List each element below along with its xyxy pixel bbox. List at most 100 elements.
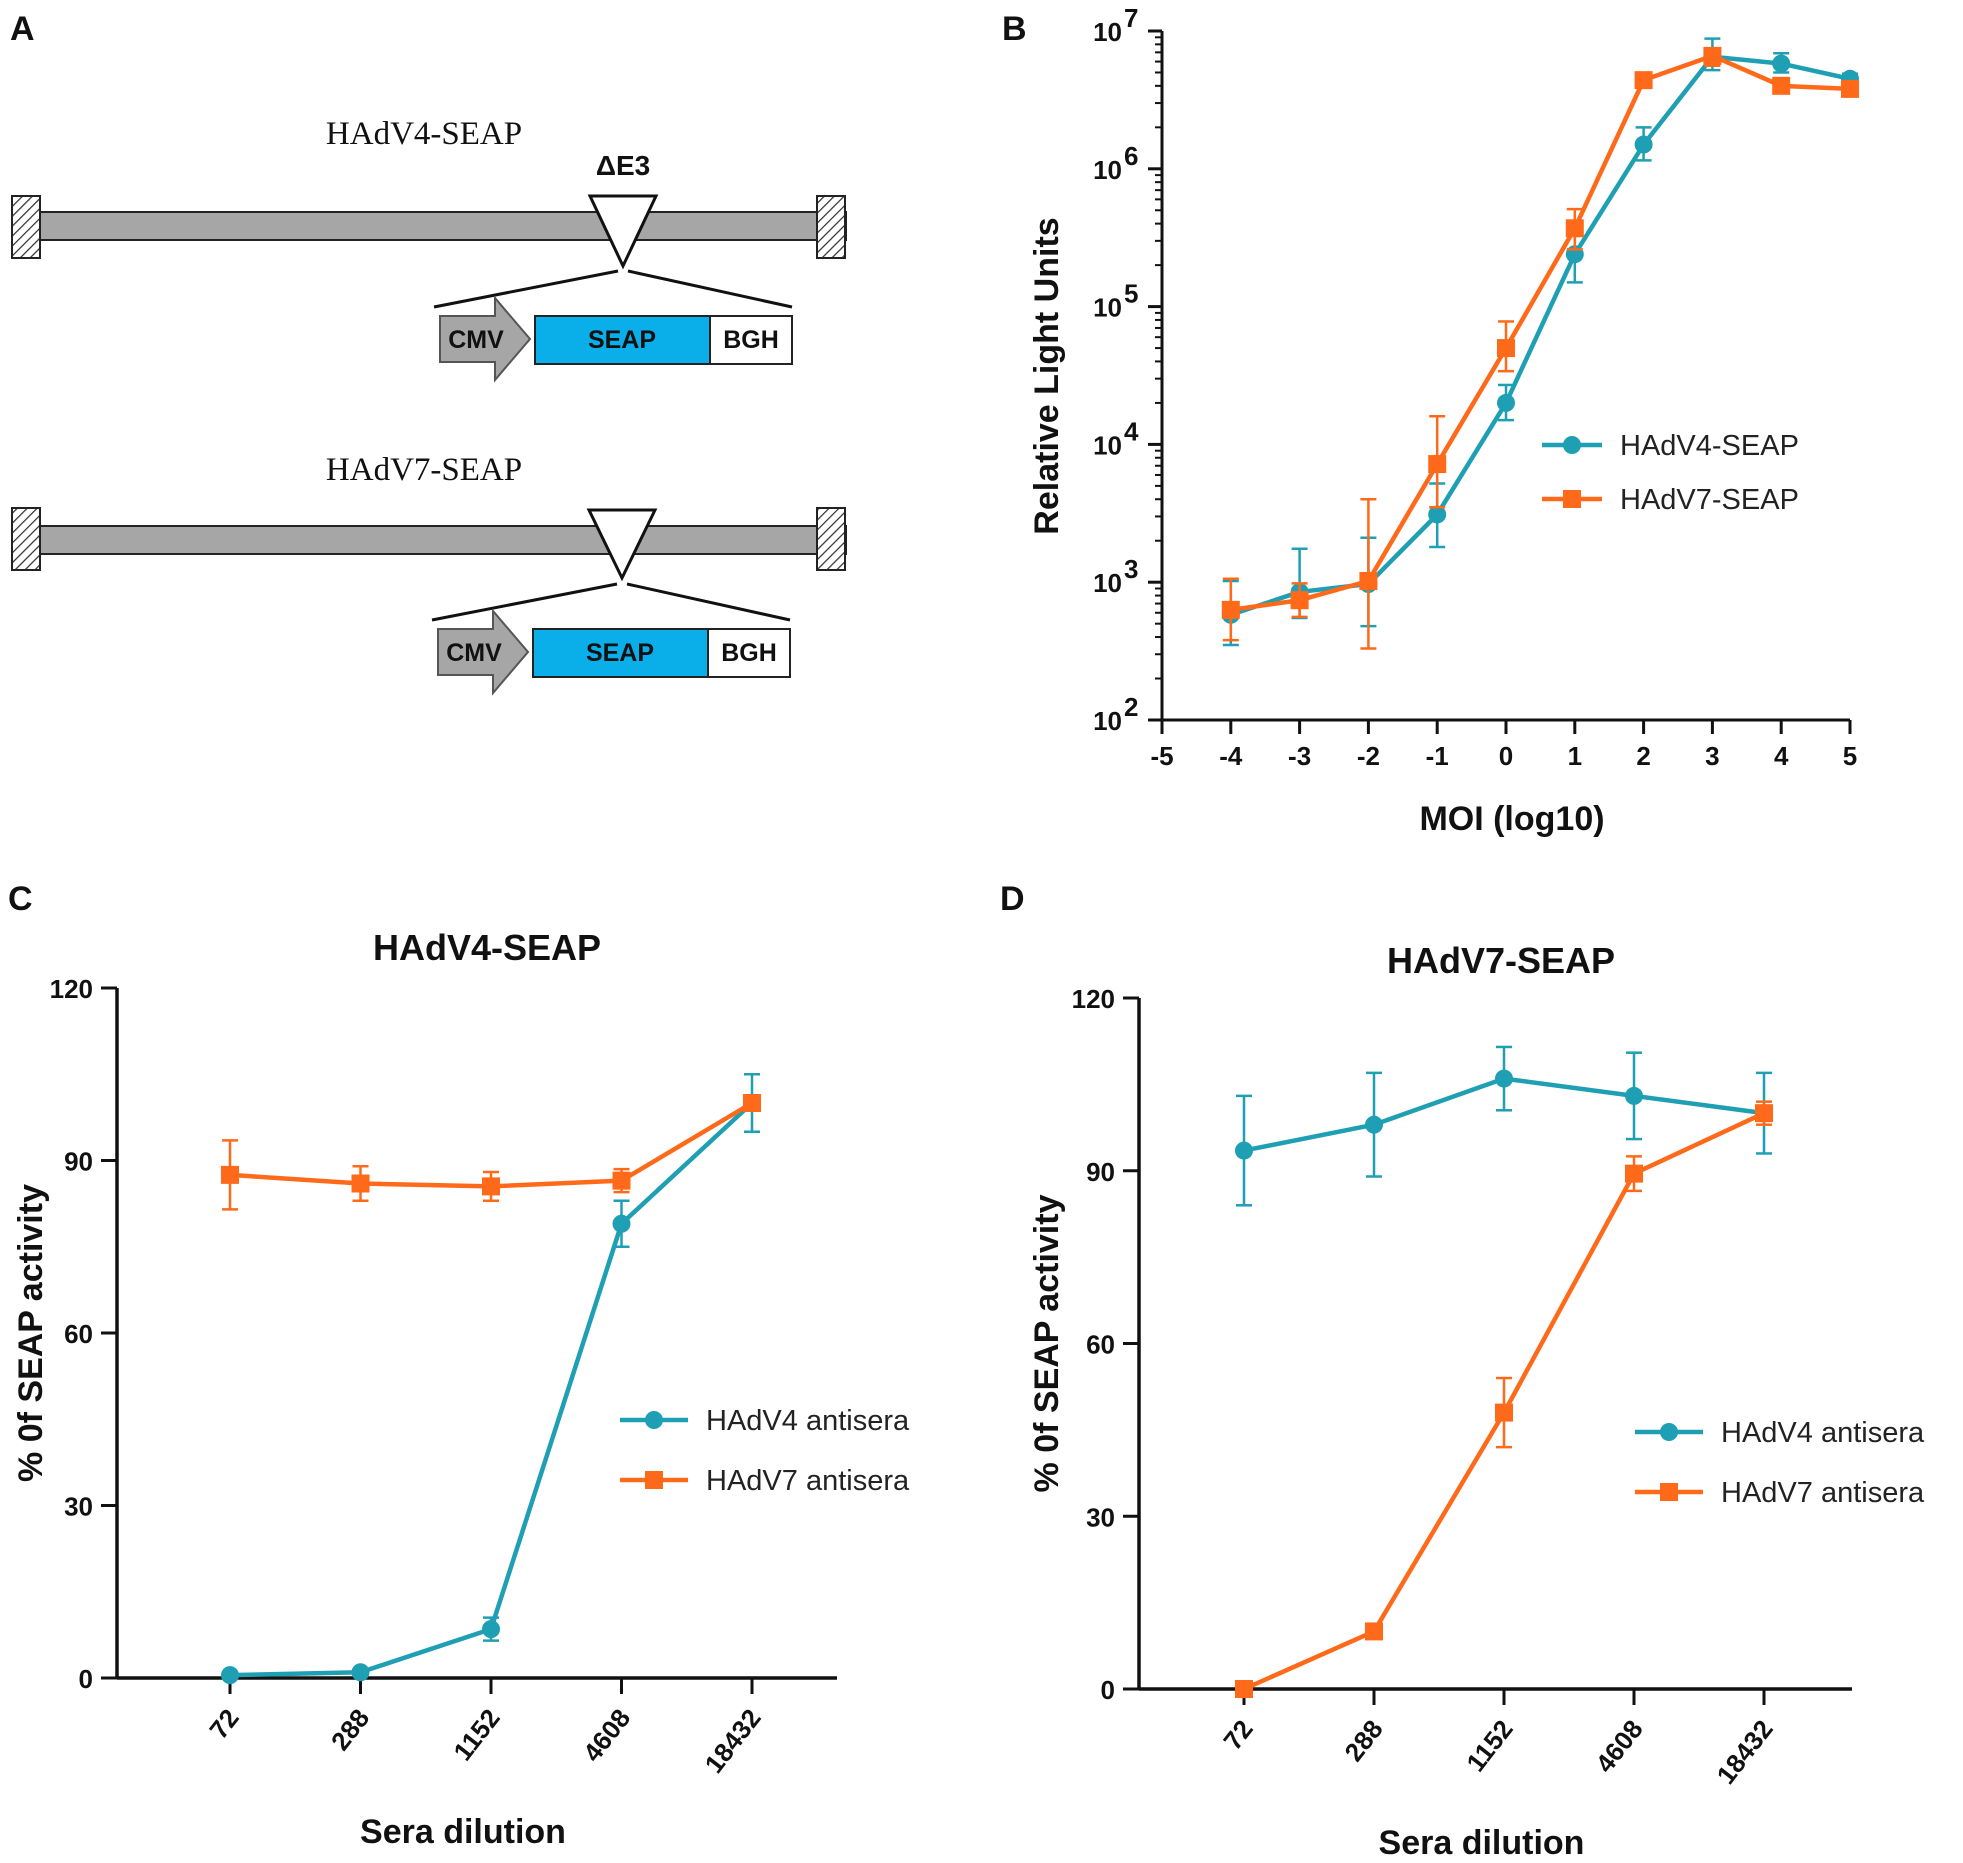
x-tick-label: 1 xyxy=(1568,741,1582,771)
series-hadv7-antisera xyxy=(221,1094,761,1211)
construct-title-hadv4: HAdV4-SEAP xyxy=(326,116,522,152)
genome-backbone xyxy=(35,525,847,555)
data-point xyxy=(1290,591,1309,610)
chart-title: HAdV4-SEAP xyxy=(373,927,601,968)
data-point xyxy=(1703,46,1722,65)
left-itr xyxy=(11,195,41,259)
x-tick-label: 1152 xyxy=(1460,1714,1518,1777)
x-tick-label: 2 xyxy=(1636,741,1650,771)
y-tick-label: 0 xyxy=(79,1664,93,1694)
data-point xyxy=(1841,79,1859,98)
y-tick-exponent: 5 xyxy=(1124,279,1138,309)
data-point xyxy=(1365,1115,1383,1134)
data-point xyxy=(351,1174,370,1193)
legend-entry-1: HAdV4 antisera xyxy=(1635,1417,1925,1449)
y-tick-exponent: 7 xyxy=(1124,3,1138,33)
insertion-line-left xyxy=(433,269,619,309)
cmv-label: CMV xyxy=(446,639,502,667)
cmv-label: CMV xyxy=(448,326,504,354)
data-point xyxy=(1565,219,1584,238)
x-tick-label: 0 xyxy=(1499,741,1513,771)
data-point xyxy=(743,1094,761,1112)
data-point xyxy=(612,1214,631,1233)
x-tick-label: 18432 xyxy=(699,1703,767,1778)
construct-title-hadv7: HAdV7-SEAP xyxy=(326,452,522,488)
y-tick-base: 10 xyxy=(1093,430,1122,460)
data-point xyxy=(1235,1680,1253,1698)
data-point xyxy=(1428,455,1447,474)
data-point xyxy=(221,1666,239,1685)
data-point xyxy=(1359,572,1378,591)
x-tick-label: -1 xyxy=(1426,741,1449,771)
insertion-line-left xyxy=(431,582,618,622)
right-itr xyxy=(816,507,846,571)
data-point xyxy=(1772,54,1791,73)
x-tick-label: 3 xyxy=(1705,741,1719,771)
y-tick-base: 10 xyxy=(1093,293,1122,323)
legend-label: HAdV4-SEAP xyxy=(1620,430,1799,462)
construct-hadv4: HAdV4-SEAP ΔE3 CMV SEAP BGH xyxy=(11,116,847,383)
chart-d-hadv7-neutralization: HAdV7-SEAP 0 30 60 90 120 72 288 1152 4608 18432 Se… xyxy=(1028,940,1925,1862)
data-point xyxy=(1497,339,1515,358)
y-tick-base: 10 xyxy=(1093,17,1122,47)
bgh-polya-box xyxy=(707,628,791,678)
legend-label: HAdV7 antisera xyxy=(1721,1477,1925,1509)
panel-a-diagram: HAdV4-SEAP ΔE3 CMV SEAP BGH HAdV7-SEAP xyxy=(11,116,847,696)
data-point xyxy=(482,1620,500,1639)
legend-marker xyxy=(1660,1423,1678,1441)
x-tick-label: 72 xyxy=(1217,1714,1258,1755)
series-hadv7-seap xyxy=(1221,46,1859,650)
series-hadv7-antisera xyxy=(1235,1100,1773,1698)
data-point xyxy=(1497,393,1515,412)
legend-marker xyxy=(1660,1483,1678,1501)
legend-marker xyxy=(645,1471,663,1489)
data-point xyxy=(1495,1403,1513,1422)
legend-entry-2: HAdV7 antisera xyxy=(620,1465,910,1497)
y-tick-label: 30 xyxy=(64,1492,93,1522)
seap-label: SEAP xyxy=(586,639,654,667)
data-point xyxy=(612,1171,631,1190)
x-tick-label: 288 xyxy=(1338,1714,1388,1767)
x-tick-label: 5 xyxy=(1843,741,1857,771)
data-point xyxy=(1634,135,1653,154)
x-axis-title: MOI (log10) xyxy=(1419,800,1604,838)
y-tick-exponent: 6 xyxy=(1124,141,1138,171)
x-tick-label: 1152 xyxy=(447,1703,505,1766)
y-tick-label: 10 7 xyxy=(1093,3,1138,47)
x-tick-label: -3 xyxy=(1288,741,1311,771)
x-tick-label: 4 xyxy=(1774,741,1789,771)
y-axis-title: % 0f SEAP activity xyxy=(12,1184,50,1482)
data-point xyxy=(351,1663,370,1682)
data-point xyxy=(1428,505,1447,524)
x-tick-label: -5 xyxy=(1150,741,1173,771)
y-tick-label: 90 xyxy=(64,1147,93,1177)
legend-entry-1: HAdV4-SEAP xyxy=(1542,430,1799,462)
data-point xyxy=(1221,600,1240,619)
data-point xyxy=(1772,76,1791,95)
legend-entry-1: HAdV4 antisera xyxy=(620,1405,910,1437)
seap-label: SEAP xyxy=(588,326,656,354)
cmv-promoter-arrow xyxy=(437,608,530,696)
y-tick-label: 10 4 xyxy=(1093,416,1139,460)
y-tick-label: 0 xyxy=(1101,1675,1115,1705)
x-tick-label: 4608 xyxy=(1589,1714,1648,1778)
x-axis-title: Sera dilution xyxy=(360,1813,566,1851)
insertion-line-right xyxy=(627,269,793,309)
legend-marker xyxy=(645,1411,663,1429)
panel-label-b: B xyxy=(1002,10,1027,48)
y-tick-label: 90 xyxy=(1086,1157,1115,1187)
panel-label-a: A xyxy=(10,10,35,48)
series-hadv4-seap xyxy=(1221,37,1859,647)
y-axis-title: Relative Light Units xyxy=(1028,217,1066,534)
x-tick-label: -4 xyxy=(1219,741,1243,771)
x-tick-label: -2 xyxy=(1357,741,1380,771)
insertion-site-triangle xyxy=(587,194,659,270)
y-tick-label: 10 5 xyxy=(1093,279,1138,323)
y-tick-label: 120 xyxy=(50,974,93,1004)
legend-marker xyxy=(1563,490,1581,508)
genome-backbone xyxy=(35,211,847,241)
chart-c-hadv4-neutralization: HAdV4-SEAP 0 30 60 90 120 72 288 1152 4608 18432 Se… xyxy=(12,927,910,1851)
insertion-site-triangle xyxy=(586,508,658,582)
data-point xyxy=(1235,1141,1253,1160)
y-tick-base: 10 xyxy=(1093,706,1122,736)
